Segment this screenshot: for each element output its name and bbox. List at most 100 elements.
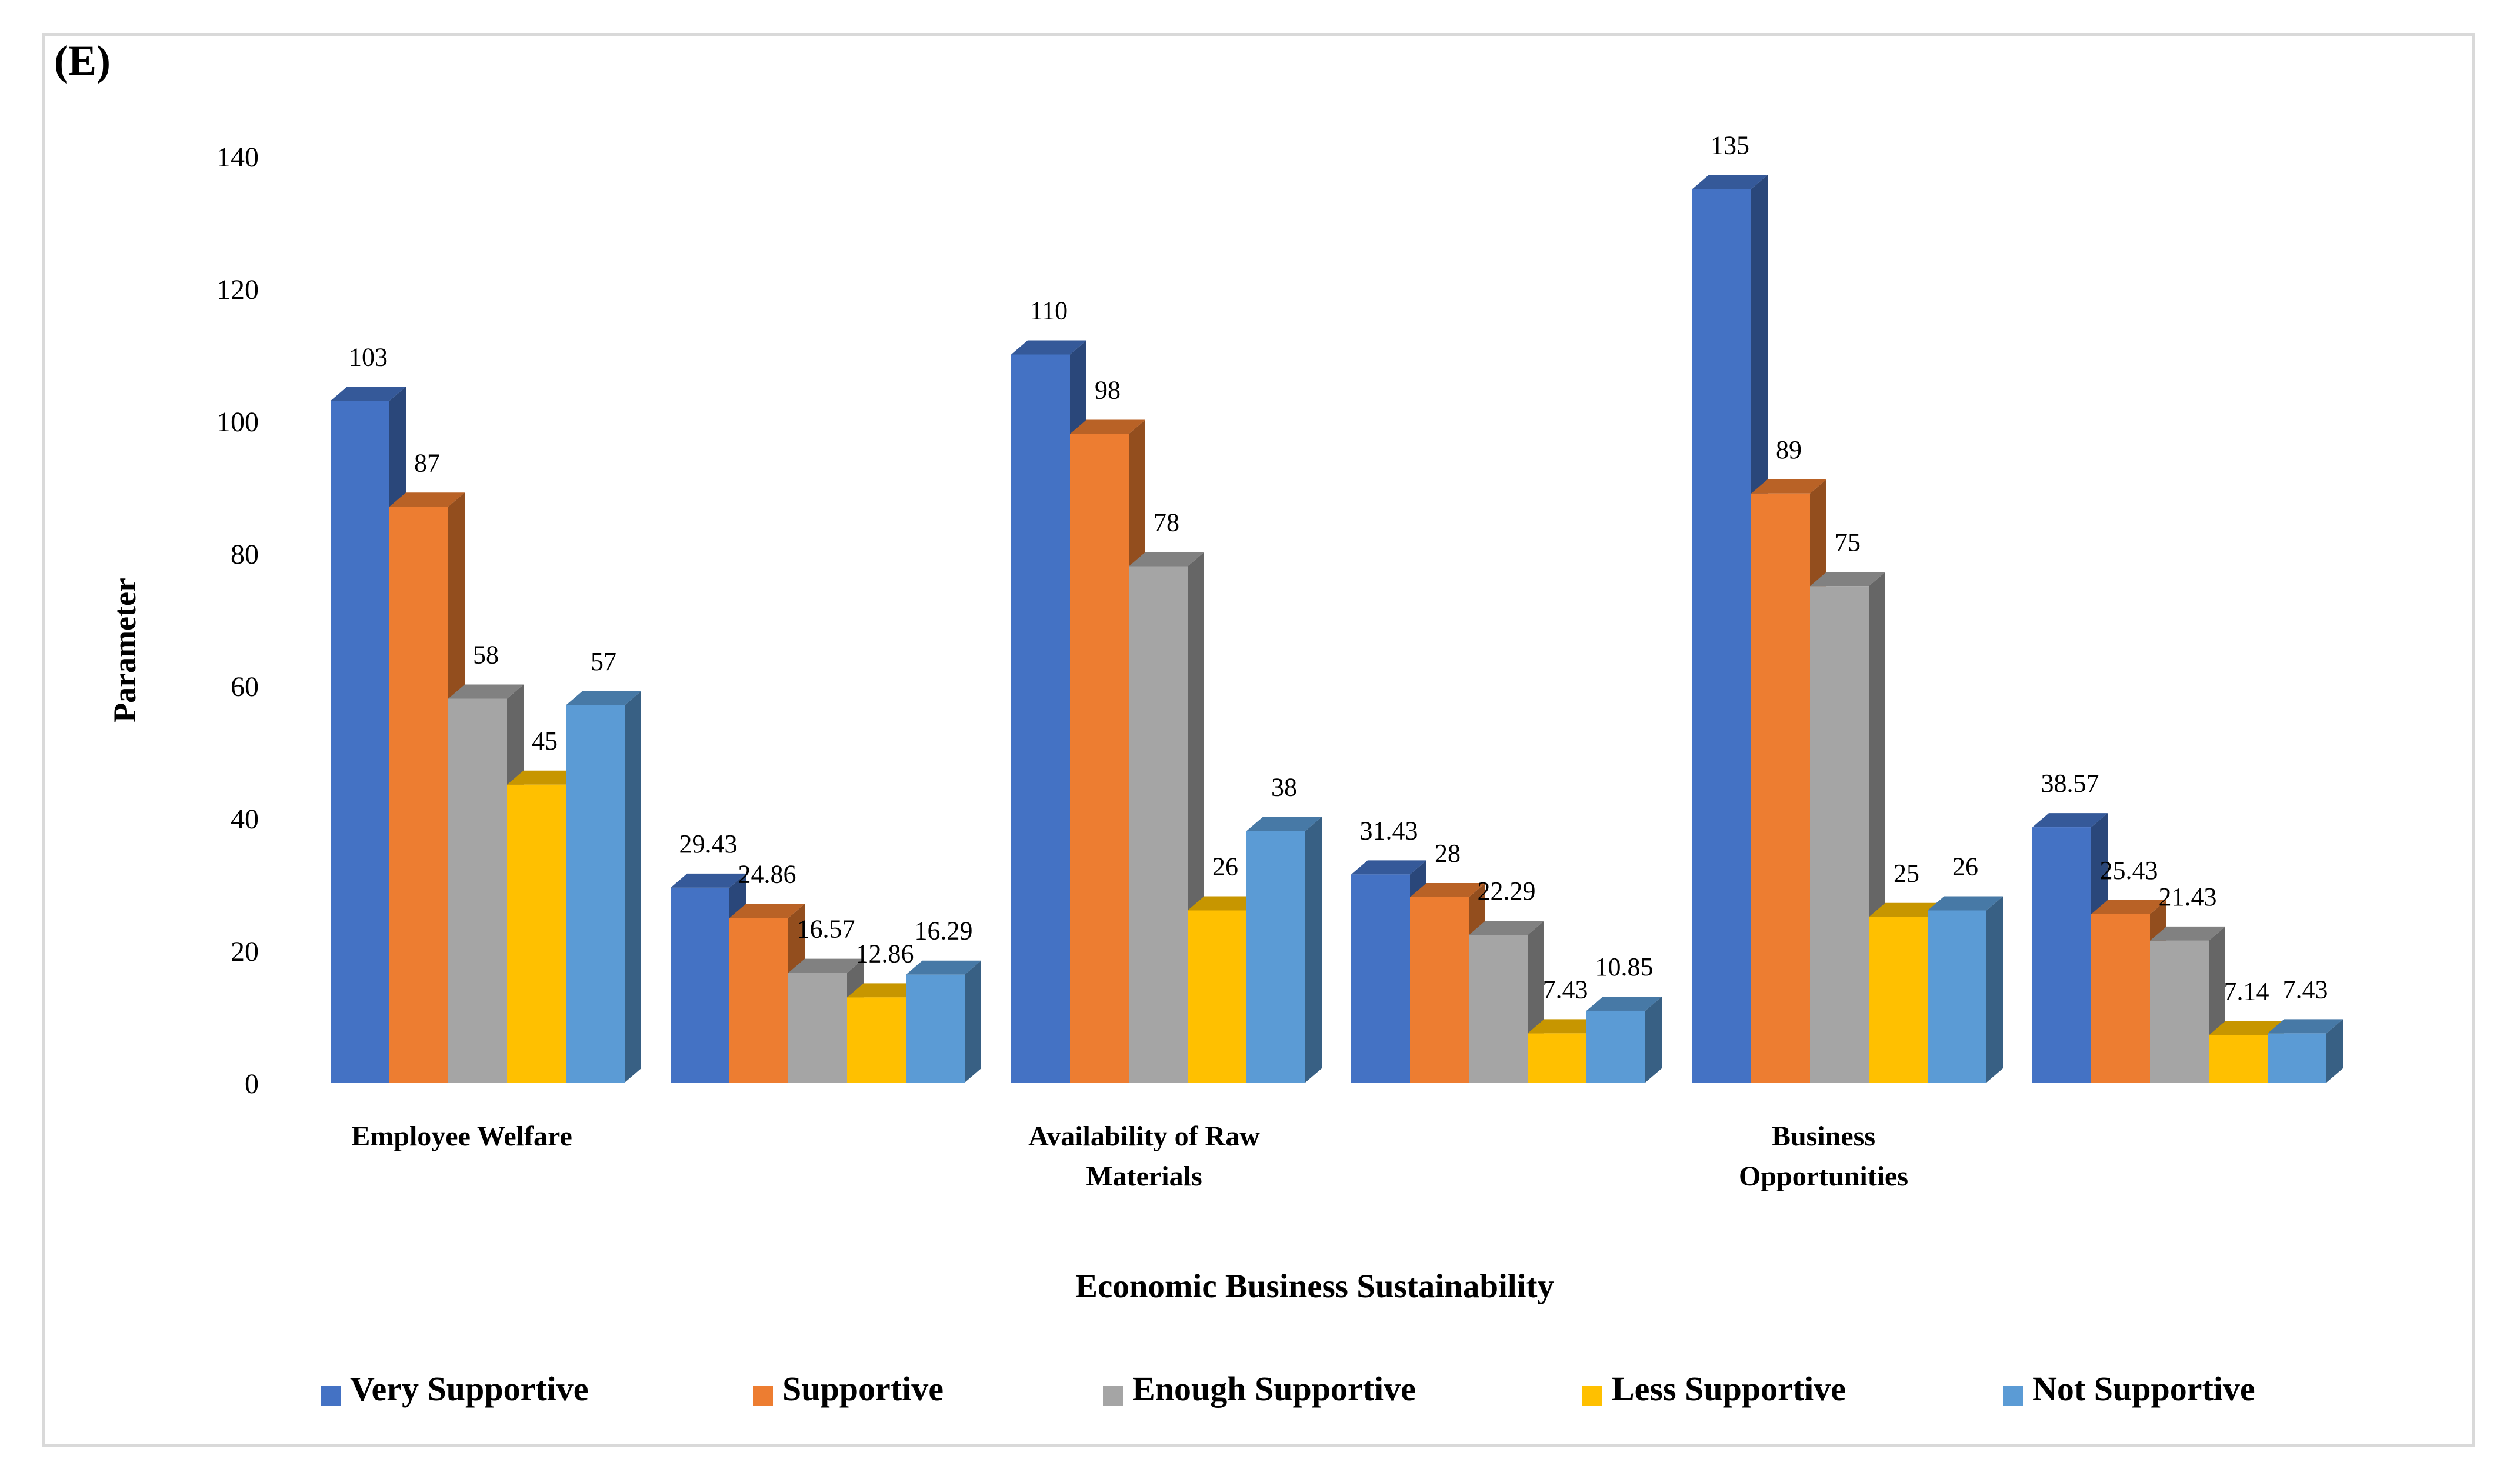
bar-value-label: 10.85 [1595, 953, 1654, 981]
bar-front [1586, 1010, 1645, 1083]
bar-value-label: 12.86 [856, 939, 914, 968]
bar-top [1751, 479, 1826, 494]
bar-top [389, 492, 465, 507]
legend-swatch [1582, 1386, 1602, 1406]
bar-front [1011, 354, 1070, 1083]
bar-front [1528, 1033, 1586, 1083]
bar [2268, 1019, 2343, 1083]
bar-side [1305, 817, 1322, 1083]
bar-top [906, 960, 981, 975]
bar-side [2326, 1019, 2343, 1083]
bar-front [671, 887, 729, 1083]
bar-top [1070, 419, 1145, 434]
bar-top [2150, 926, 2225, 941]
bar-top [1011, 340, 1086, 355]
y-axis-title: Parameter [107, 578, 142, 722]
bar [906, 960, 981, 1083]
bar-value-label: 16.29 [915, 917, 973, 945]
bar-side [1986, 896, 2003, 1083]
bar-value-label: 38 [1271, 773, 1297, 802]
bars [331, 175, 2343, 1083]
bar-front [389, 507, 448, 1083]
bar [1586, 996, 1662, 1083]
bar-top [788, 958, 864, 973]
bar-front [1351, 874, 1410, 1083]
bar-front [1810, 586, 1869, 1083]
bar-front [507, 784, 566, 1083]
bar-front [331, 401, 389, 1083]
bar-value-label: 7.14 [2224, 977, 2269, 1006]
bar-top [729, 904, 805, 918]
bar-value-label: 110 [1030, 297, 1068, 325]
bar-top [1586, 996, 1662, 1011]
bar-front [1751, 493, 1810, 1083]
bar-value-label: 45 [532, 727, 558, 755]
bar-top [566, 691, 641, 705]
legend-label: Enough Supportive [1132, 1370, 1416, 1408]
bar-top [1188, 896, 1263, 911]
x-category-label: Employee Welfare [351, 1121, 572, 1152]
bar [566, 691, 641, 1083]
bar-value-label: 87 [414, 448, 440, 477]
bar-value-label: 28 [1435, 839, 1461, 868]
bar-value-label: 98 [1095, 376, 1121, 405]
x-axis-title: Economic Business Sustainability [1075, 1268, 1554, 1305]
legend-swatch [2003, 1386, 2023, 1406]
bar-value-label: 103 [349, 342, 388, 371]
legend-label: Not Supportive [2032, 1370, 2255, 1408]
bar-top [1246, 817, 1322, 831]
bar-top [1410, 883, 1485, 897]
bar-value-label: 75 [1835, 528, 1861, 557]
bar-value-label: 7.43 [2283, 975, 2328, 1004]
bar-value-label: 25 [1894, 859, 1919, 888]
bar-front [1188, 910, 1246, 1083]
bar-front [2209, 1035, 2268, 1083]
x-category-label: Availability of Raw [1028, 1121, 1260, 1152]
bar-front [847, 997, 906, 1083]
y-tick-label: 40 [231, 804, 259, 835]
bar-top [1692, 175, 1768, 189]
y-tick-label: 80 [231, 539, 259, 570]
bar-value-label: 58 [473, 641, 499, 670]
bar-front [906, 974, 965, 1083]
bar-value-label: 22.29 [1478, 877, 1536, 905]
bar-side [1645, 996, 1662, 1083]
bar-front [1928, 910, 1986, 1083]
legend-swatch [321, 1386, 341, 1406]
bar-front [1070, 434, 1129, 1083]
y-tick-label: 100 [216, 407, 259, 438]
bar-side [965, 960, 981, 1083]
bar [1246, 817, 1322, 1083]
bar-front [566, 705, 625, 1083]
bar-value-label: 24.86 [738, 860, 796, 888]
bar-value-label: 16.57 [797, 915, 855, 944]
bar-front [448, 698, 507, 1083]
bar-top [2209, 1021, 2284, 1035]
bar-top [1528, 1019, 1603, 1034]
bar-top [2268, 1019, 2343, 1034]
bar-top [1869, 902, 1944, 917]
bar-front [2150, 940, 2209, 1083]
y-axis-ticks: 0 20 40 60 80 100 120 140 [216, 142, 259, 1100]
bar-value-label: 25.43 [2100, 856, 2158, 885]
bar-top [2091, 900, 2166, 914]
bar-front [2091, 914, 2150, 1083]
y-tick-label: 60 [231, 671, 259, 702]
bar-front [1692, 189, 1751, 1083]
bar-top [1351, 860, 1426, 875]
legend-label: Supportive [782, 1370, 944, 1408]
bar-front [1246, 831, 1305, 1083]
bar-value-label: 26 [1952, 852, 1978, 881]
bar [1129, 552, 1204, 1083]
bar-value-label: 29.43 [679, 830, 738, 858]
bar-value-label: 78 [1154, 508, 1179, 537]
bar-front [1129, 566, 1188, 1083]
bar-front [1869, 917, 1928, 1083]
panel-label: (E) [54, 37, 111, 84]
bar [1692, 175, 1768, 1083]
bar-value-label: 7.43 [1543, 975, 1588, 1004]
bar-front [2032, 827, 2091, 1083]
bar-value-label: 89 [1776, 435, 1802, 464]
